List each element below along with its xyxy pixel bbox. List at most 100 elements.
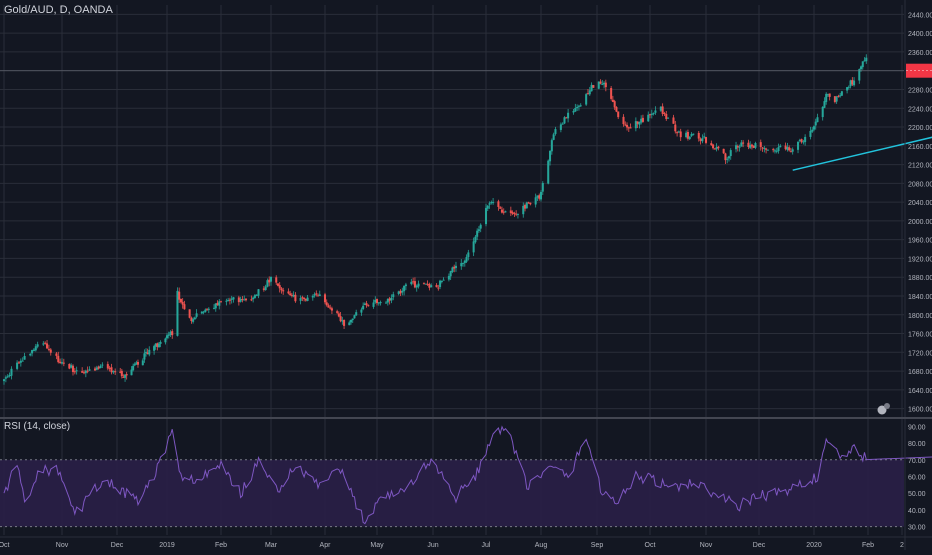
candle-up [865,57,868,62]
candle-up [252,297,255,300]
candle-down [343,320,346,326]
candle-down [736,146,739,148]
candle-up [42,343,45,345]
price-tick-label: 1640.000 [908,388,932,395]
candle-up [552,134,555,140]
candle-down [278,285,281,289]
candle-up [379,302,382,304]
candle-up [474,236,477,243]
candle-up [19,360,22,363]
candle-down [604,82,607,88]
candle-down [219,301,223,303]
candle-up [159,341,162,344]
candle-up [269,276,273,282]
candle-down [565,117,568,119]
candle-up [749,144,752,148]
candle-down [82,372,86,374]
chart-icons [877,403,890,415]
candle-up [101,364,104,366]
candle-up [804,136,807,143]
candle-up [16,362,19,369]
candle-down [453,266,456,269]
time-tick-label: Dec [753,542,766,549]
candle-up [353,315,356,319]
candle-up [516,213,519,215]
candle-down [171,331,174,336]
candle-up [846,87,849,91]
candle-down [228,299,231,301]
candle-up [659,106,662,111]
candle-down [538,195,541,199]
candle-down [592,85,595,88]
candle-up [360,309,363,313]
trendline[interactable] [792,64,932,171]
candle-up [318,294,321,297]
time-tick-label: 2 [900,542,904,549]
candle-down [500,209,503,213]
candle-down [179,298,182,303]
candle-up [21,360,24,362]
candle-up [311,295,314,298]
candle-up [766,149,769,151]
candle-up [650,113,653,115]
time-tick-label: Feb [862,542,874,549]
candle-up [397,291,400,295]
candle-down [788,147,791,151]
candle-up [99,365,102,369]
candle-up [454,265,457,269]
candle-down [724,153,727,161]
time-tick-label: Jul [482,542,491,549]
candle-down [611,99,614,102]
candle-up [36,344,39,347]
candle-up [362,305,365,310]
candle-down [304,298,307,301]
event-icon [884,403,890,409]
candle-up [777,147,780,152]
candle-down [44,342,47,344]
time-tick-label: Jun [427,542,438,549]
candles [2,54,868,385]
price-tick-label: 2040.000 [908,200,932,207]
candle-down [325,302,328,306]
candle-up [821,106,824,118]
candle-up [492,202,495,204]
candle-down [837,95,840,97]
candle-down [125,374,128,376]
candle-down [422,283,425,285]
candle-up [363,303,366,305]
candle-up [299,298,302,301]
candle-up [811,129,814,132]
candle-down [851,80,854,85]
candle-up [597,81,600,89]
candle-up [292,294,295,297]
candle-down [290,294,293,296]
price-tick-label: 1600.000 [908,407,932,414]
candle-down [513,213,516,215]
price-tick-label: 2400.000 [908,31,932,38]
candle-down [629,127,632,129]
candle-up [148,349,151,355]
candle-up [477,229,480,231]
candle-up [415,285,418,288]
candle-up [484,207,488,225]
candle-down [276,283,279,286]
candle-up [460,263,463,267]
candle-down [122,376,125,378]
candle-up [692,133,695,135]
flag-icon [877,405,887,415]
candle-up [176,290,179,336]
candle-down [717,146,720,149]
candle-down [237,297,240,303]
candle-up [218,301,221,306]
candle-down [86,370,89,372]
candle-up [561,123,564,125]
trendline-group[interactable] [792,64,932,171]
candle-up [439,280,442,288]
time-tick-label: May [370,542,384,549]
candle-down [97,366,100,369]
candle-up [779,145,782,148]
candle-up [773,150,776,152]
candle-up [791,149,794,152]
